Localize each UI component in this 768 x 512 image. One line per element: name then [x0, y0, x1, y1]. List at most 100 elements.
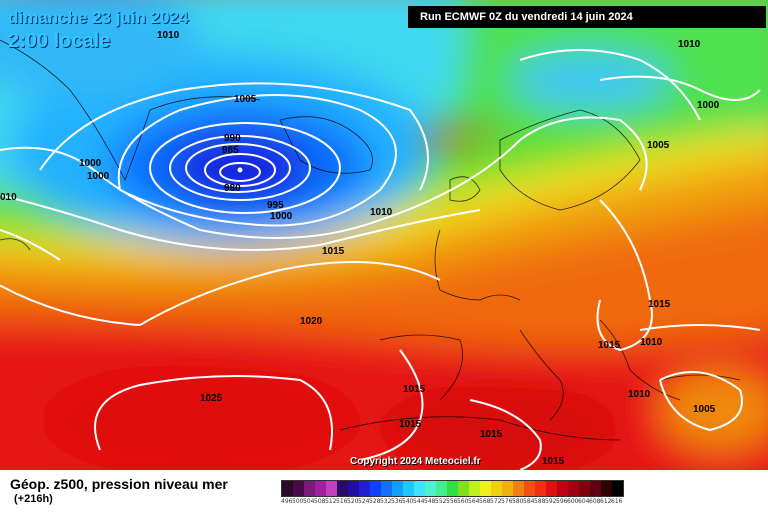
scale-swatch [458, 481, 469, 496]
isobar-label: 990 [224, 133, 241, 144]
color-scale-labels: 496 500 504 508 512 516 520 524 528 532 536 540 544 5… [281, 498, 622, 505]
scale-swatch [425, 481, 436, 496]
isobar-label: 1020 [300, 316, 323, 327]
scale-swatch [579, 481, 590, 496]
lead-time: (+216h) [14, 493, 53, 505]
isobar-label: 010 [0, 192, 17, 203]
isobar-label: 985 [222, 145, 239, 156]
scale-label: 588 [534, 498, 546, 505]
isobar-label: 1025 [200, 393, 223, 404]
scale-label: 560 [457, 498, 469, 505]
isobar-label: 1015 [542, 456, 565, 467]
scale-swatch [590, 481, 601, 496]
isobar-label: 1000 [270, 211, 293, 222]
scale-label: 548 [424, 498, 436, 505]
weather-map: 1010 1010 1005 1000 990 985 980 995 1000… [0, 0, 768, 470]
scale-label: 524 [358, 498, 370, 505]
isobar-label: 1015 [648, 299, 671, 310]
isobar-label: 1005 [234, 94, 257, 105]
scale-swatch [315, 481, 326, 496]
scale-swatch [612, 481, 623, 496]
scale-label: 500 [292, 498, 304, 505]
scale-swatch [348, 481, 359, 496]
scale-swatch [513, 481, 524, 496]
scale-label: 572 [490, 498, 502, 505]
scale-label: 608 [589, 498, 601, 505]
scale-swatch [359, 481, 370, 496]
scale-swatch [491, 481, 502, 496]
scale-label: 504 [303, 498, 315, 505]
scale-swatch [414, 481, 425, 496]
isobars [0, 49, 761, 470]
scale-label: 532 [380, 498, 392, 505]
legend-footer: Géop. z500, pression niveau mer (+216h) … [0, 470, 768, 512]
scale-label: 576 [501, 498, 513, 505]
scale-label: 528 [369, 498, 381, 505]
isobar-labels: 1010 1010 1005 1000 990 985 980 995 1000… [0, 30, 720, 467]
isobar-label: 1005 [647, 140, 670, 151]
scale-swatch [370, 481, 381, 496]
scale-swatch [557, 481, 568, 496]
scale-label: 584 [523, 498, 535, 505]
scale-swatch [568, 481, 579, 496]
coastlines [0, 39, 741, 441]
isobar-label: 995 [267, 200, 284, 211]
isobar-label: 1000 [87, 171, 110, 182]
scale-label: 516 [336, 498, 348, 505]
scale-swatch [480, 481, 491, 496]
isobar-label: 980 [224, 183, 241, 194]
isobar-label: 1010 [370, 207, 393, 218]
scale-swatch [469, 481, 480, 496]
scale-swatch [326, 481, 337, 496]
scale-label: 596 [556, 498, 568, 505]
scale-label: 616 [611, 498, 623, 505]
scale-label: 612 [600, 498, 612, 505]
model-run-banner: Run ECMWF 0Z du vendredi 14 juin 2024 [408, 6, 766, 28]
scale-label: 544 [413, 498, 425, 505]
scale-swatch [381, 481, 392, 496]
scale-label: 580 [512, 498, 524, 505]
scale-label: 552 [435, 498, 447, 505]
scale-swatch [392, 481, 403, 496]
isobar-label: 1015 [322, 246, 345, 257]
scale-swatch [524, 481, 535, 496]
scale-label: 556 [446, 498, 458, 505]
scale-swatch [502, 481, 513, 496]
geopotential-field [0, 0, 768, 470]
copyright: Copyright 2024 Meteociel.fr [350, 456, 481, 467]
low-center-marker [237, 167, 243, 173]
scale-swatch [447, 481, 458, 496]
scale-label: 600 [567, 498, 579, 505]
scale-swatch [546, 481, 557, 496]
scale-swatch [293, 481, 304, 496]
scale-label: 520 [347, 498, 359, 505]
scale-label: 564 [468, 498, 480, 505]
isobar-label: 1000 [79, 158, 102, 169]
scale-label: 592 [545, 498, 557, 505]
scale-label: 536 [391, 498, 403, 505]
scale-label: 496 [281, 498, 293, 505]
forecast-date: dimanche 23 juin 2024 [8, 8, 189, 27]
map-caption: Géop. z500, pression niveau mer [10, 476, 228, 492]
isobar-label: 1010 [678, 39, 701, 50]
isobar-label: 1015 [399, 419, 422, 430]
scale-label: 568 [479, 498, 491, 505]
isobar-label: 1000 [697, 100, 720, 111]
isobar-label: 1010 [157, 30, 180, 41]
isobar-label: 1005 [693, 404, 716, 415]
scale-swatch [304, 481, 315, 496]
scale-label: 508 [314, 498, 326, 505]
scale-swatch [403, 481, 414, 496]
scale-label: 604 [578, 498, 590, 505]
isobar-label: 1015 [403, 384, 426, 395]
scale-swatch [337, 481, 348, 496]
scale-swatch [282, 481, 293, 496]
scale-label: 512 [325, 498, 337, 505]
color-scale [281, 480, 624, 497]
scale-label: 540 [402, 498, 414, 505]
isobar-label: 1010 [628, 389, 651, 400]
isobar-label: 1015 [598, 340, 621, 351]
isobar-label: 1010 [640, 337, 663, 348]
scale-swatch [436, 481, 447, 496]
forecast-time: 2:00 locale [8, 30, 111, 52]
